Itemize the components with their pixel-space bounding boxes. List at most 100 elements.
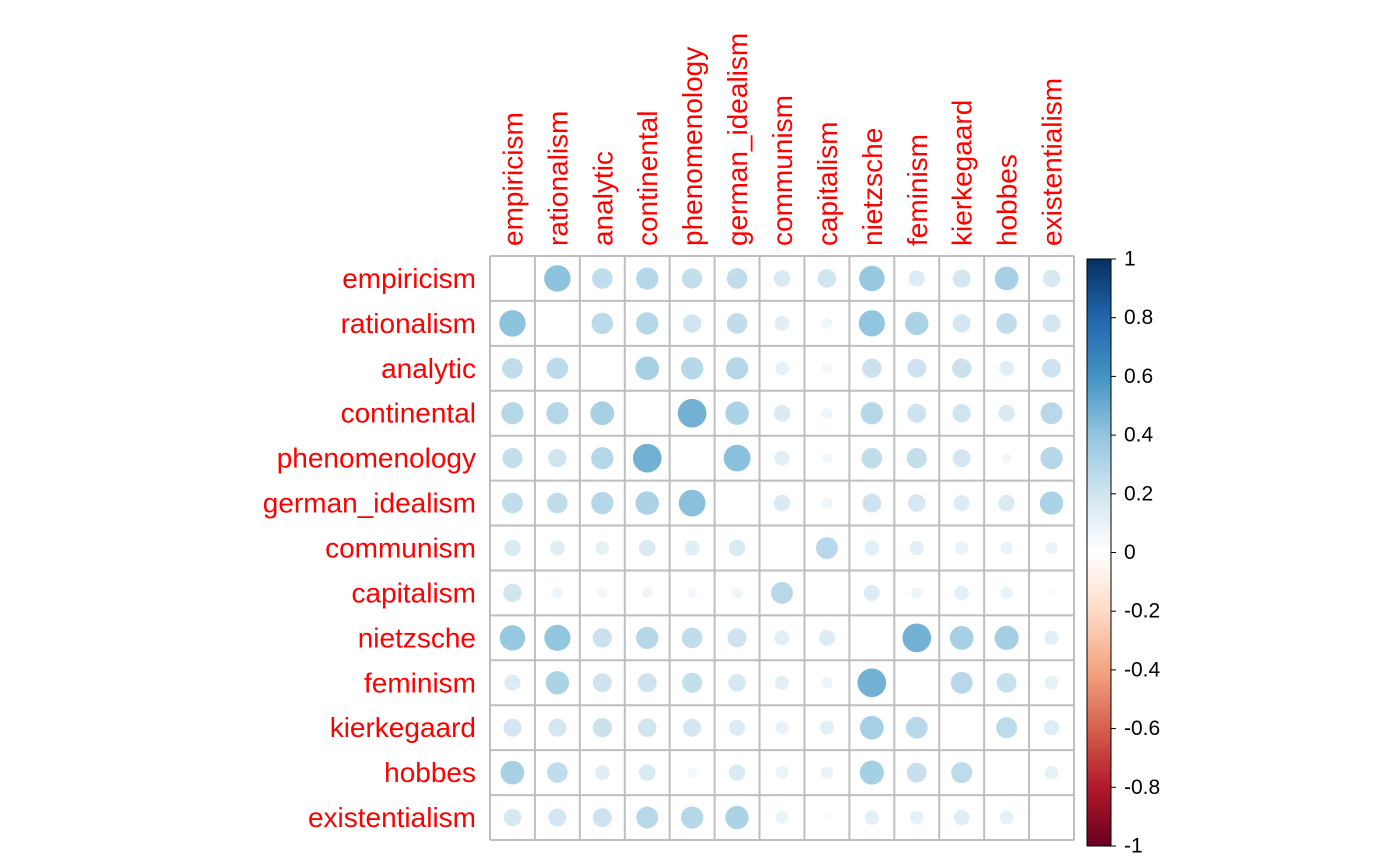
correlation-circle-nietzsche-hobbes	[994, 625, 1019, 650]
correlation-circle-capitalism-communism	[771, 581, 793, 604]
correlation-circle-german_idealism-existentialism	[1039, 491, 1064, 515]
correlation-circle-empiricism-german_idealism	[726, 268, 748, 289]
grid-lines	[489, 255, 1075, 841]
correlation-circle-feminism-hobbes	[996, 672, 1017, 693]
correlation-circle-communism-kierkegaard	[955, 541, 969, 555]
column-label-empiricism: empiricism	[497, 112, 528, 246]
correlation-circle-hobbes-nietzsche	[859, 760, 884, 785]
correlation-circle-existentialism-phenomenology	[681, 806, 704, 829]
row-label-empiricism: empiricism	[342, 263, 476, 294]
row-label-nietzsche: nietzsche	[358, 622, 476, 653]
correlation-circle-nietzsche-phenomenology	[681, 627, 703, 649]
correlation-circle-continental-nietzsche	[860, 402, 883, 425]
correlation-circle-feminism-continental	[637, 673, 657, 693]
correlation-circle-kierkegaard-phenomenology	[683, 718, 702, 737]
correlation-circle-hobbes-capitalism	[820, 766, 834, 779]
correlation-circle-phenomenology-german_idealism	[723, 444, 751, 472]
row-label-existentialism: existentialism	[308, 802, 476, 833]
correlation-circle-analytic-kierkegaard	[952, 358, 972, 378]
correlation-circle-rationalism-empiricism	[499, 310, 526, 337]
correlation-circle-nietzsche-capitalism	[818, 629, 835, 646]
correlation-circle-feminism-communism	[774, 675, 790, 690]
legend-tick-label: 0	[1124, 541, 1136, 564]
correlation-circle-continental-capitalism	[821, 407, 833, 419]
correlation-circle-nietzsche-existentialism	[1044, 630, 1059, 646]
correlation-circle-capitalism-kierkegaard	[954, 585, 969, 601]
row-label-analytic: analytic	[381, 353, 476, 384]
correlation-circle-nietzsche-analytic	[592, 628, 612, 648]
correlation-circle-rationalism-hobbes	[996, 313, 1017, 334]
correlation-circle-feminism-empiricism	[504, 674, 521, 691]
correlation-circle-phenomenology-feminism	[906, 448, 927, 469]
row-label-hobbes: hobbes	[384, 757, 476, 788]
correlation-circle-existentialism-communism	[775, 811, 789, 824]
correlation-circle-phenomenology-continental	[632, 443, 662, 473]
correlation-circle-german_idealism-capitalism	[821, 497, 833, 509]
row-label-german_idealism: german_idealism	[263, 488, 476, 519]
correlation-circle-continental-rationalism	[546, 402, 569, 425]
correlation-circle-hobbes-feminism	[906, 762, 927, 783]
correlation-circle-rationalism-kierkegaard	[952, 314, 971, 333]
row-label-phenomenology: phenomenology	[277, 443, 476, 474]
correlation-circle-hobbes-existentialism	[1044, 765, 1059, 780]
correlation-circle-empiricism-capitalism	[817, 269, 837, 288]
column-label-communism: communism	[767, 95, 798, 246]
correlation-circle-continental-empiricism	[501, 402, 524, 425]
row-label-feminism: feminism	[364, 667, 476, 698]
correlation-circle-kierkegaard-communism	[775, 721, 789, 735]
correlation-circle-existentialism-analytic	[592, 808, 612, 828]
correlation-circle-german_idealism-continental	[635, 491, 659, 515]
correlation-circle-feminism-phenomenology	[682, 672, 703, 693]
correlation-circle-german_idealism-feminism	[908, 494, 926, 512]
correlation-circle-hobbes-german_idealism	[728, 764, 746, 781]
correlation-circle-communism-german_idealism	[728, 539, 746, 557]
correlation-circle-empiricism-feminism	[908, 270, 925, 287]
correlation-circle-phenomenology-hobbes	[1001, 453, 1012, 464]
correlation-circle-analytic-rationalism	[546, 357, 569, 380]
row-label-kierkegaard: kierkegaard	[330, 712, 476, 743]
legend-tick-label: 0.2	[1124, 482, 1153, 505]
column-label-rationalism: rationalism	[542, 111, 573, 246]
correlation-circle-feminism-kierkegaard	[950, 671, 973, 694]
correlation-circle-phenomenology-nietzsche	[861, 447, 883, 469]
correlation-circle-kierkegaard-nietzsche	[859, 715, 884, 740]
correlation-circle-analytic-nietzsche	[862, 358, 882, 378]
row-label-continental: continental	[341, 398, 476, 429]
correlation-circle-rationalism-german_idealism	[726, 313, 748, 334]
correlation-circle-phenomenology-capitalism	[821, 453, 832, 464]
correlation-circle-existentialism-capitalism	[823, 813, 831, 822]
correlation-circle-communism-rationalism	[549, 540, 565, 556]
correlation-circle-existentialism-nietzsche	[864, 810, 880, 825]
correlation-circle-nietzsche-continental	[636, 626, 659, 649]
column-label-hobbes: hobbes	[992, 154, 1023, 246]
correlation-circle-continental-analytic	[590, 401, 615, 426]
correlation-circle-analytic-continental	[635, 356, 660, 381]
correlation-circle-kierkegaard-analytic	[592, 718, 612, 738]
correlation-circle-hobbes-rationalism	[547, 762, 568, 783]
correlation-circle-empiricism-continental	[636, 267, 659, 290]
correlation-circle-german_idealism-rationalism	[547, 492, 568, 514]
legend-tick-label: -0.6	[1124, 717, 1160, 740]
correlation-circle-empiricism-hobbes	[994, 266, 1019, 291]
correlation-circle-continental-communism	[773, 404, 791, 422]
correlation-circle-empiricism-phenomenology	[682, 268, 703, 289]
correlation-circle-empiricism-rationalism	[544, 265, 571, 292]
correlation-circle-kierkegaard-hobbes	[996, 717, 1018, 739]
column-label-capitalism: capitalism	[812, 122, 843, 246]
column-labels: empiricism rationalism analytic continental…	[497, 33, 1067, 246]
correlation-circle-analytic-communism	[775, 361, 789, 376]
correlation-circle-nietzsche-communism	[774, 630, 790, 646]
correlation-circle-nietzsche-feminism	[902, 623, 932, 653]
correlation-circle-phenomenology-kierkegaard	[952, 449, 971, 468]
correlation-circle-kierkegaard-empiricism	[503, 718, 522, 737]
legend-tick-label: 0.8	[1124, 306, 1153, 329]
correlation-circle-german_idealism-analytic	[591, 491, 614, 515]
correlation-circle-phenomenology-empiricism	[502, 448, 523, 469]
correlation-circle-nietzsche-rationalism	[544, 624, 571, 651]
correlation-circle-capitalism-feminism	[910, 587, 923, 599]
correlation-circle-analytic-empiricism	[502, 357, 523, 379]
correlation-circle-kierkegaard-rationalism	[548, 718, 567, 737]
correlation-circle-empiricism-analytic	[591, 268, 613, 289]
correlation-circle-nietzsche-kierkegaard	[949, 625, 974, 650]
